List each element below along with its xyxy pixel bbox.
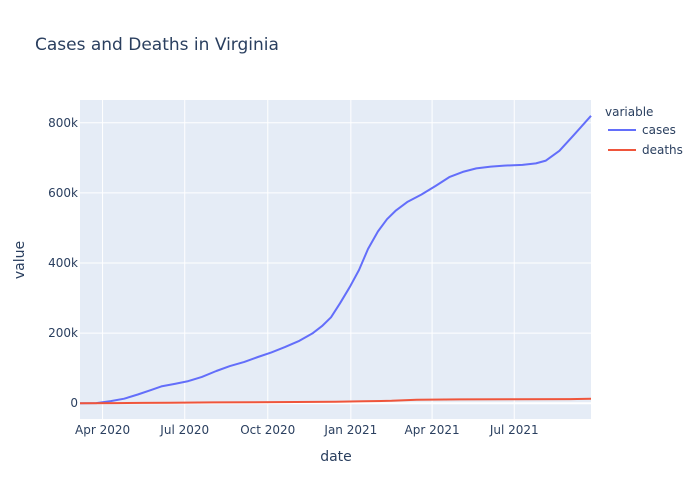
x-tick-label: Jan 2021 xyxy=(323,423,377,437)
y-tick-label: 200k xyxy=(48,326,78,340)
y-tick-label: 600k xyxy=(48,186,78,200)
legend-label: cases xyxy=(642,123,676,137)
y-tick-label: 800k xyxy=(48,116,78,130)
x-tick-label: Jul 2021 xyxy=(489,423,539,437)
y-axis-title: value xyxy=(12,241,28,279)
series-line-deaths xyxy=(79,397,592,405)
x-tick-label: Apr 2020 xyxy=(75,423,130,437)
x-axis-title: date xyxy=(320,449,352,465)
chart-title: Cases and Deaths in Virginia xyxy=(35,35,279,55)
x-tick-label: Oct 2020 xyxy=(240,423,295,437)
x-gridlines xyxy=(102,100,515,419)
legend-item-deaths[interactable]: deaths xyxy=(608,143,683,157)
legend[interactable]: variable cases deaths xyxy=(605,105,683,157)
y-tick-labels: 0 200k 400k 600k 800k xyxy=(48,116,78,410)
legend-label: deaths xyxy=(642,143,683,157)
series-line-cases xyxy=(79,115,592,405)
plot-area xyxy=(80,100,591,419)
series-lines xyxy=(79,115,592,405)
y-tick-label: 400k xyxy=(48,256,78,270)
legend-item-cases[interactable]: cases xyxy=(608,123,676,137)
y-tick-label: 0 xyxy=(70,396,78,410)
x-tick-labels: Apr 2020 Jul 2020 Oct 2020 Jan 2021 Apr 2021… xyxy=(75,423,539,437)
x-tick-label: Apr 2021 xyxy=(405,423,460,437)
legend-title: variable xyxy=(605,105,653,119)
x-tick-label: Jul 2020 xyxy=(159,423,209,437)
